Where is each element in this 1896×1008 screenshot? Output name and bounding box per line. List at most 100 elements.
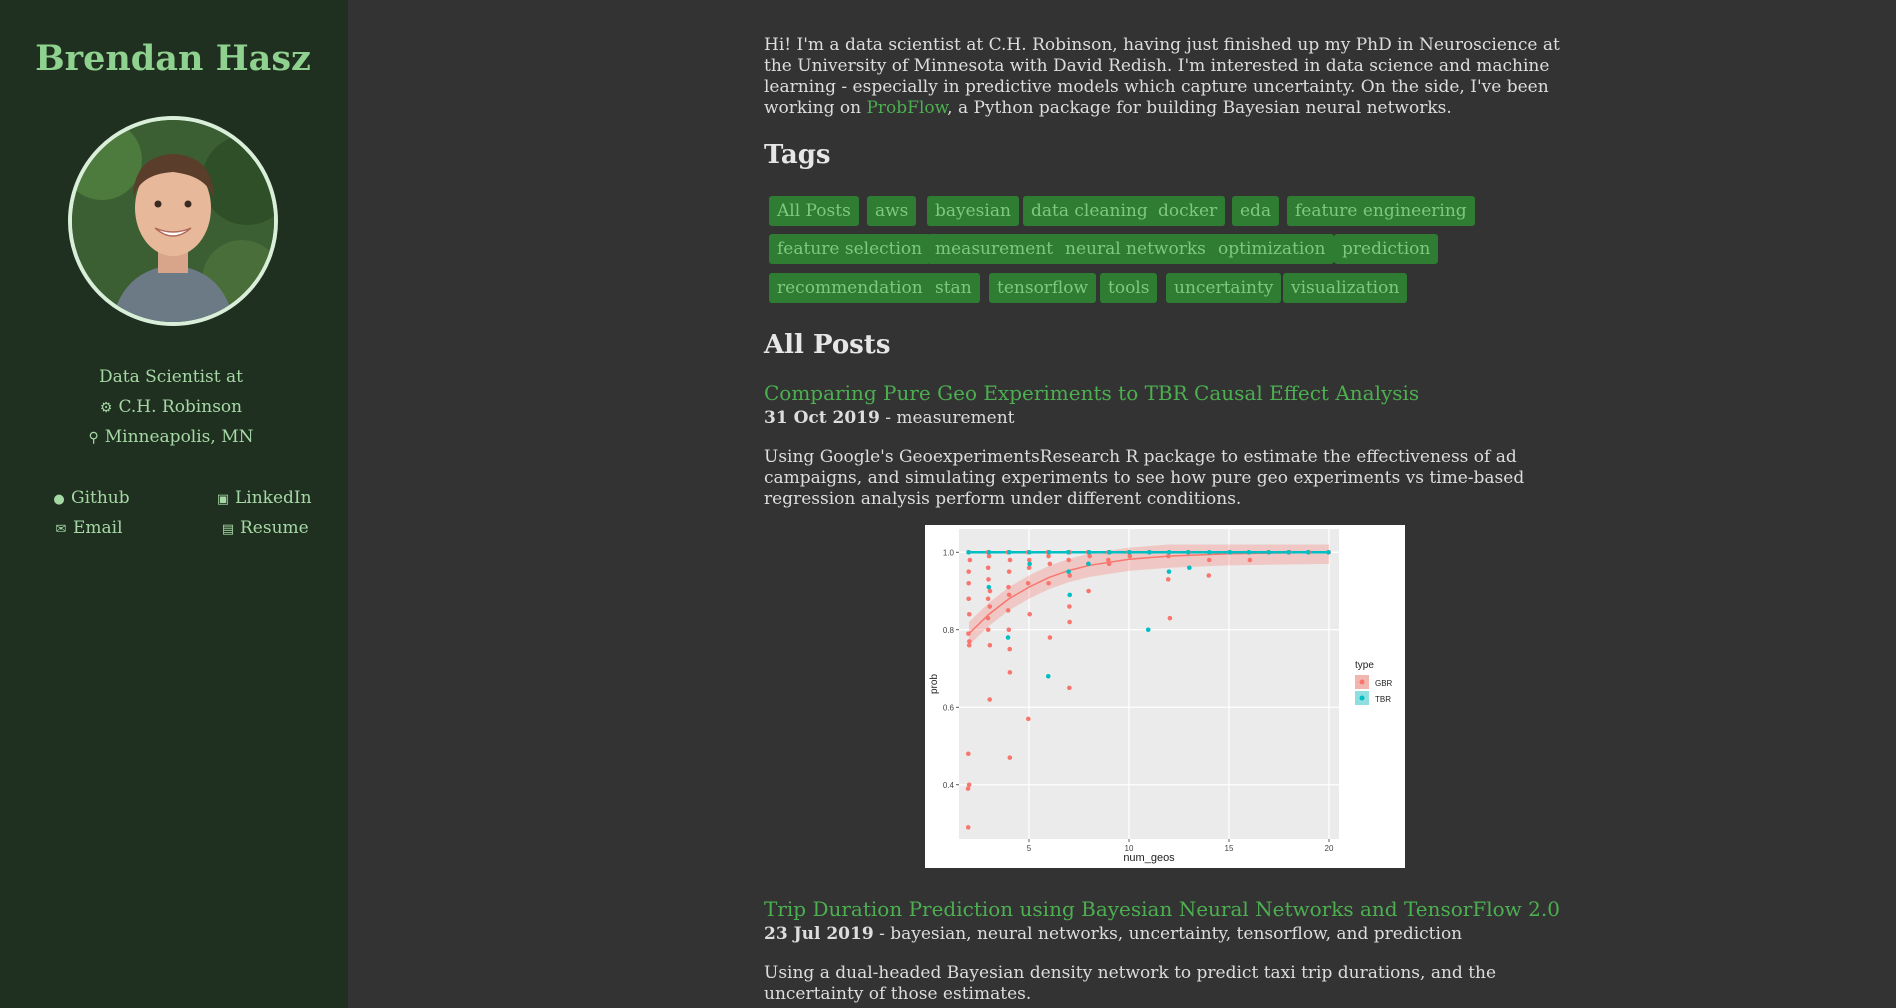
gbr-point: [1067, 620, 1072, 625]
scatter-chart: 5 10 15 20 0.4 0.6 0.8 1.0 num_geos prob type G…: [925, 525, 1405, 868]
resume-label: Resume: [240, 518, 309, 538]
tbr-point: [1007, 550, 1012, 555]
post-title-link[interactable]: Trip Duration Prediction using Bayesian …: [764, 897, 1560, 921]
gbr-point: [1006, 608, 1011, 613]
job-title: Data Scientist at: [0, 367, 342, 387]
tag-data-cleaning[interactable]: data cleaning: [1023, 196, 1156, 226]
email-link[interactable]: ✉ Email: [53, 518, 123, 538]
tbr-point: [1266, 550, 1271, 555]
gbr-point: [1007, 569, 1012, 574]
building-icon: ⚙: [100, 400, 113, 416]
gbr-point: [1008, 670, 1013, 675]
post-description: Using a dual-headed Bayesian density net…: [764, 963, 1564, 1005]
post-tags[interactable]: - measurement: [880, 408, 1015, 428]
gbr-point: [1206, 573, 1211, 578]
gbr-point: [966, 786, 971, 791]
post-figure: 5 10 15 20 0.4 0.6 0.8 1.0 num_geos prob type G…: [925, 525, 1405, 868]
github-label: Github: [71, 488, 130, 508]
gbr-point: [1006, 627, 1011, 632]
legend-title: type: [1355, 660, 1374, 671]
intro-paragraph: Hi! I'm a data scientist at C.H. Robinso…: [764, 35, 1564, 119]
tbr-point: [1228, 550, 1233, 555]
gbr-point: [1026, 581, 1031, 586]
gbr-point: [966, 581, 971, 586]
tbr-point: [1027, 562, 1032, 567]
avatar: [68, 116, 278, 326]
company-name: C.H. Robinson: [118, 397, 242, 417]
gbr-point: [988, 589, 993, 594]
tag-eda[interactable]: eda: [1232, 196, 1279, 226]
gbr-point: [1027, 565, 1032, 570]
github-icon: ●: [51, 492, 67, 507]
tag-neural-networks[interactable]: neural networks: [1057, 234, 1214, 264]
probflow-link[interactable]: ProbFlow: [866, 98, 947, 118]
gbr-point: [968, 558, 973, 563]
posts-heading: All Posts: [764, 330, 890, 360]
gbr-point: [986, 616, 991, 621]
tbr-point: [987, 550, 992, 555]
tag-uncertainty[interactable]: uncertainty: [1166, 273, 1281, 303]
tags-heading: Tags: [764, 140, 831, 170]
y-tick-label: 0.4: [943, 781, 955, 790]
gbr-point: [966, 569, 971, 574]
post-tags[interactable]: - bayesian, neural networks, uncertainty…: [874, 924, 1462, 944]
gbr-point: [1248, 558, 1253, 563]
tbr-point: [1146, 627, 1151, 632]
gbr-point: [966, 631, 971, 636]
tbr-point: [1066, 550, 1071, 555]
post-date: 31 Oct 2019: [764, 408, 880, 428]
tag-measurement[interactable]: measurement: [927, 234, 1061, 264]
x-tick-label: 5: [1027, 844, 1032, 853]
tag-bayesian[interactable]: bayesian: [927, 196, 1019, 226]
gbr-point: [1066, 558, 1071, 563]
gbr-point: [1006, 585, 1011, 590]
tag-feature-selection[interactable]: feature selection: [769, 234, 930, 264]
gbr-point: [967, 612, 972, 617]
tag-all-posts[interactable]: All Posts: [769, 196, 859, 226]
gbr-point: [988, 643, 993, 648]
tag-docker[interactable]: docker: [1150, 196, 1225, 226]
post-title-link[interactable]: Comparing Pure Geo Experiments to TBR Ca…: [764, 381, 1419, 405]
resume-link[interactable]: ▤ Resume: [220, 518, 309, 538]
tbr-point: [1086, 562, 1091, 567]
site-title[interactable]: Brendan Hasz: [0, 38, 346, 79]
github-link[interactable]: ● Github: [51, 488, 130, 508]
linkedin-link[interactable]: ▣ LinkedIn: [215, 488, 312, 508]
gbr-point: [1067, 604, 1072, 609]
gbr-point: [1007, 647, 1012, 652]
location: ⚲ Minneapolis, MN: [0, 427, 342, 447]
gbr-point: [1107, 562, 1112, 567]
tbr-point: [987, 585, 992, 590]
tag-tools[interactable]: tools: [1100, 273, 1157, 303]
tag-visualization[interactable]: visualization: [1283, 273, 1407, 303]
tag-stan[interactable]: stan: [927, 273, 980, 303]
gbr-point: [986, 627, 991, 632]
tbr-point: [1087, 550, 1092, 555]
post-meta: 31 Oct 2019 - measurement: [764, 408, 1015, 428]
tbr-point: [1127, 550, 1132, 555]
tbr-point: [1186, 550, 1191, 555]
tag-recommendation[interactable]: recommendation: [769, 273, 931, 303]
tag-feature-engineering[interactable]: feature engineering: [1287, 196, 1475, 226]
email-icon: ✉: [53, 522, 69, 537]
tag-aws[interactable]: aws: [867, 196, 916, 226]
tag-tensorflow[interactable]: tensorflow: [989, 273, 1096, 303]
post-date: 23 Jul 2019: [764, 924, 874, 944]
gbr-point: [987, 697, 992, 702]
gbr-point: [1166, 554, 1171, 559]
tag-optimization[interactable]: optimization: [1210, 234, 1334, 264]
legend-label-gbr: GBR: [1375, 679, 1393, 688]
intro-text-after: , a Python package for building Bayesian…: [947, 98, 1452, 118]
tag-prediction[interactable]: prediction: [1334, 234, 1438, 264]
gbr-point: [1048, 562, 1053, 567]
company: ⚙ C.H. Robinson: [0, 397, 342, 417]
gbr-point: [1067, 686, 1072, 691]
x-tick-label: 15: [1225, 844, 1234, 853]
location-text: Minneapolis, MN: [105, 427, 254, 447]
gbr-point: [1027, 612, 1032, 617]
gbr-point: [1106, 558, 1111, 563]
avatar-photo: [72, 120, 274, 322]
tbr-point: [1046, 674, 1051, 679]
gbr-point: [986, 565, 991, 570]
y-axis-label: prob: [929, 674, 940, 694]
